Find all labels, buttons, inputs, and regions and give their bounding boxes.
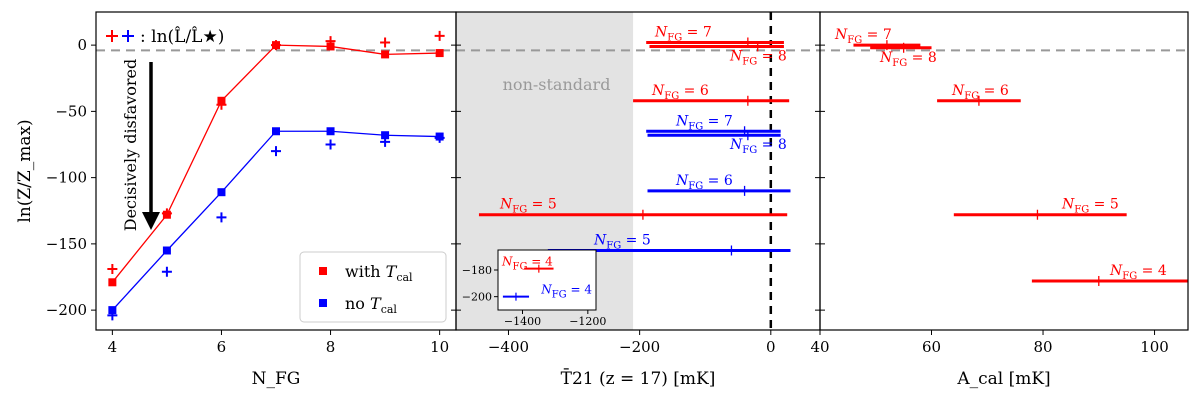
data-point-plus [325, 36, 336, 47]
data-point-plus [325, 139, 336, 150]
inset-x-tick-label: −1400 [504, 315, 541, 328]
y-tick-label: −150 [46, 235, 87, 253]
x-axis-label-t21: T̄21 (z = 17) [mK] [561, 367, 716, 389]
plus-legend: : ln(L̂/L̂★) [106, 27, 224, 47]
errorbar-label: NFG = 4 [501, 255, 553, 273]
data-point-plus [161, 208, 172, 219]
data-point-plus [107, 264, 118, 275]
legend-marker-with-tcal [319, 267, 327, 275]
data-point-square [108, 278, 117, 287]
data-point-square [326, 42, 335, 51]
x-tick-label: 60 [922, 338, 941, 356]
data-point-square [435, 49, 444, 58]
plus-legend-marker [106, 30, 118, 42]
inset-frame [497, 249, 597, 311]
errorbar-label: NFG = 6 [951, 83, 1009, 102]
axis-ticks: 0 −50 −100 −150 −200 4 6 8 10 −400 −200 0 40 60 80 100 [46, 36, 1169, 356]
acal-panel-frame [819, 11, 1189, 331]
errorbar-label: NFG = 6 [651, 83, 709, 102]
legend-box [299, 251, 447, 323]
x-tick-label: 0 [766, 338, 776, 356]
plus-legend-markers [106, 30, 134, 42]
errorbar-label: NFG = 8 [729, 48, 787, 67]
data-point-plus [216, 99, 227, 110]
x-tick-label: 80 [1033, 338, 1052, 356]
inset-plot: −180 −200 −1400 −1200 NFG = 4 NFG = 4 [462, 249, 606, 328]
acal-panel-marks: NFG = 7 NFG = 8 NFG = 6 NFG = 5 NFG = 4 [834, 27, 1188, 286]
x-axis-label-nfg: N_FG [252, 369, 301, 389]
t21-panel-marks: NFG = 7 NFG = 8 NFG = 6 NFG = 7 NFG = 8 NFG =… [478, 24, 791, 256]
data-point-square [217, 188, 226, 197]
errorbar-label: NFG = 4 [540, 283, 592, 301]
data-point-plus [271, 146, 281, 157]
data-point-plus [434, 30, 445, 41]
disfavored-text: Decisively disfavored [121, 59, 140, 232]
disfavored-annotation: Decisively disfavored [121, 59, 160, 232]
legend-label-with-tcal: with Tcal [345, 262, 413, 284]
errorbar-label: NFG = 5 [593, 233, 651, 252]
errorbar-label: NFG = 4 [1109, 263, 1167, 282]
data-point-plus [380, 37, 391, 48]
x-axis-label-acal: A_cal [mK] [956, 369, 1050, 389]
evidence-panel-marks [107, 30, 445, 321]
y-tick-label: −200 [46, 301, 87, 319]
legend-marker-no-tcal [319, 299, 327, 307]
errorbar-label: NFG = 5 [1061, 197, 1119, 216]
y-axis-label: ln(Z/Z_max) [15, 119, 35, 222]
data-point-square [381, 50, 390, 59]
y-tick-label: 0 [77, 36, 87, 54]
x-tick-label: −400 [488, 338, 529, 356]
plus-legend-marker [122, 30, 134, 42]
errorbar-label: NFG = 8 [729, 137, 787, 156]
errorbar-label: NFG = 8 [879, 50, 937, 69]
data-point-square [272, 127, 280, 136]
x-tick-label: 10 [430, 338, 449, 356]
reference-lines [96, 12, 1188, 330]
series-legend: with Tcal no Tcal [299, 251, 447, 323]
y-tick-label: −100 [46, 169, 87, 187]
data-point-plus [107, 310, 118, 321]
errorbar-label: NFG = 6 [675, 173, 733, 192]
downward-arrow-icon [142, 212, 160, 230]
data-point-square [108, 306, 117, 315]
plus-legend-text: : ln(L̂/L̂★) [140, 27, 224, 47]
data-point-plus [271, 40, 281, 51]
series-line [111, 44, 440, 283]
inset-y-tick-label: −200 [462, 291, 492, 304]
data-point-plus [380, 136, 391, 147]
data-point-square [162, 246, 171, 255]
data-point-plus [161, 266, 172, 277]
legend-label-no-tcal: no Tcal [345, 294, 397, 316]
x-tick-label: 40 [810, 338, 829, 356]
inset-y-tick-label: −180 [462, 264, 492, 277]
x-tick-label: 4 [108, 338, 118, 356]
non-standard-label: non-standard [503, 75, 611, 94]
x-tick-label: 100 [1140, 338, 1169, 356]
data-point-square [326, 127, 335, 136]
errorbar-label: NFG = 7 [654, 24, 712, 43]
x-tick-label: 6 [217, 338, 227, 356]
data-point-plus [216, 212, 227, 223]
errorbar-label: NFG = 5 [499, 197, 557, 216]
errorbar-label: NFG = 7 [675, 113, 733, 132]
inset-x-tick-label: −1200 [569, 315, 606, 328]
errorbar-label: NFG = 7 [834, 27, 892, 46]
data-point-plus [434, 132, 445, 143]
x-tick-label: −200 [619, 338, 660, 356]
x-tick-label: 8 [326, 338, 336, 356]
data-point-square [381, 131, 390, 140]
y-tick-label: −50 [55, 102, 87, 120]
